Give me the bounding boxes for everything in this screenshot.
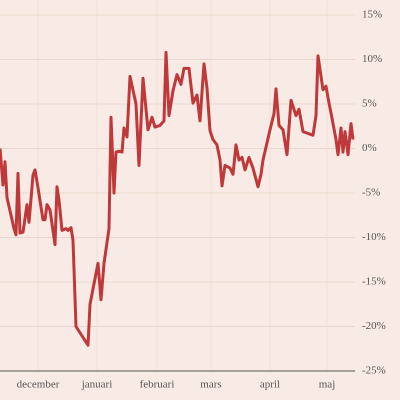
- x-tick-label: februari: [140, 379, 175, 391]
- x-tick-label: mars: [200, 379, 221, 391]
- y-tick-label: -20%: [362, 320, 386, 332]
- y-tick-label: -10%: [362, 231, 386, 243]
- line: [0, 50, 355, 347]
- y-tick-label: -5%: [362, 187, 380, 199]
- x-tick-label: april: [260, 379, 280, 391]
- x-tick-label: december: [17, 379, 60, 391]
- x-tick-label: maj: [319, 379, 336, 391]
- x-tick-label: januari: [81, 379, 113, 391]
- y-tick-label: -25%: [362, 365, 386, 377]
- y-tick-label: 5%: [362, 98, 377, 110]
- y-tick-label: 10%: [362, 53, 382, 65]
- y-tick-label: -15%: [362, 276, 386, 288]
- y-tick-label: 15%: [362, 9, 382, 21]
- y-tick-label: 0%: [362, 142, 377, 154]
